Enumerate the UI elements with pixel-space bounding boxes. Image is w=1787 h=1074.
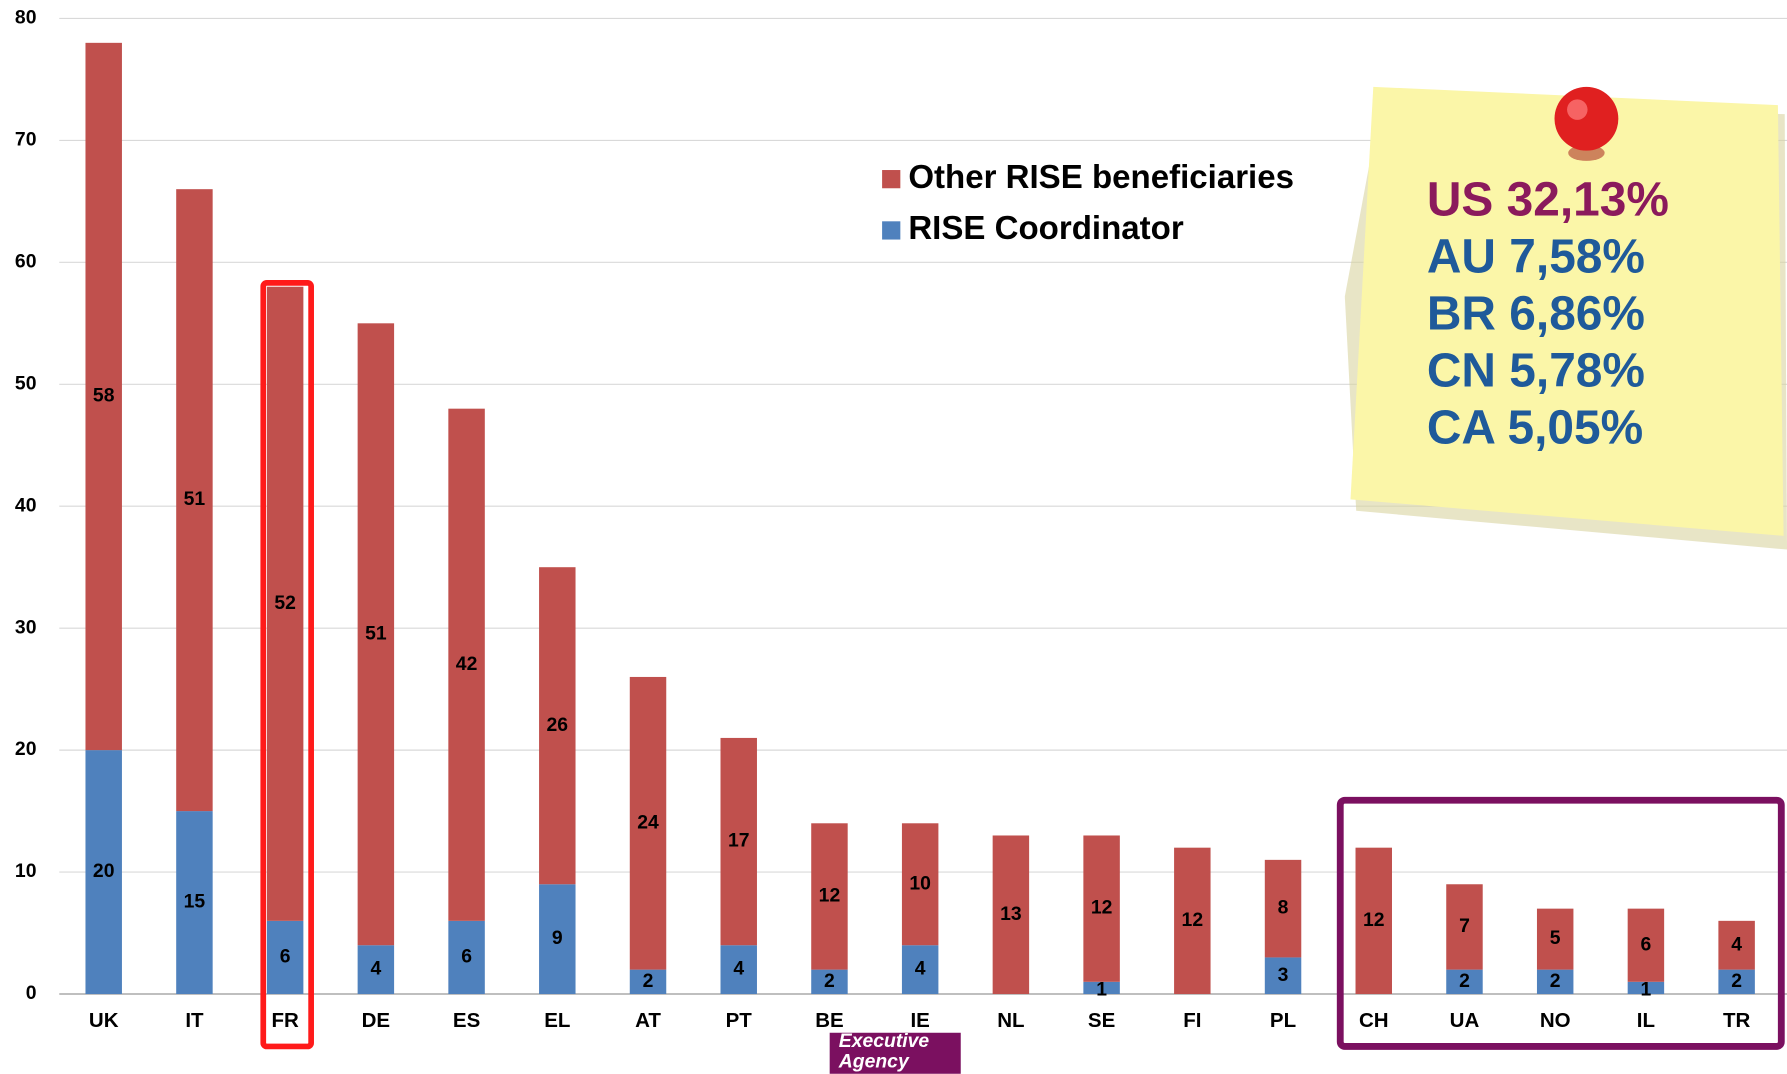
data-label: 42: [456, 653, 478, 675]
data-label: 4: [915, 958, 926, 980]
data-label: 1: [1096, 979, 1107, 1001]
data-label: 6: [461, 946, 472, 968]
data-label: 12: [1363, 909, 1385, 931]
x-tick-label: NO: [1540, 1009, 1571, 1032]
data-label: 24: [637, 811, 659, 833]
x-tick-label: PT: [726, 1009, 753, 1032]
data-label: 2: [1459, 970, 1470, 992]
legend-swatch: [882, 221, 900, 239]
data-label: 4: [733, 958, 744, 980]
data-label: 17: [728, 830, 750, 852]
x-tick-label: BE: [815, 1009, 843, 1032]
data-label: 4: [370, 958, 381, 980]
x-tick-label: FR: [271, 1009, 299, 1032]
x-tick-label: IT: [185, 1009, 204, 1032]
data-label: 12: [1182, 909, 1204, 931]
data-label: 51: [184, 488, 206, 510]
annotations: US 32,13%AU 7,58%BR 6,86%CN 5,78%CA 5,05…: [1427, 174, 1669, 455]
y-tick-label: 40: [15, 494, 37, 516]
x-tick-label: IE: [910, 1009, 929, 1032]
legend: Other RISE beneficiaries RISE Coordinator: [882, 159, 1294, 247]
data-label: 12: [819, 885, 841, 907]
data-label: 58: [93, 385, 115, 407]
x-tick-label: NL: [997, 1009, 1024, 1032]
x-tick-label: CH: [1359, 1009, 1389, 1032]
y-tick-label: 80: [15, 7, 37, 29]
data-label: 3: [1278, 964, 1289, 986]
data-label: 13: [1000, 903, 1022, 925]
chart: 01020304050607080 UK2058IT1551FR652DE451…: [0, 0, 1787, 1074]
data-label: 8: [1278, 897, 1289, 919]
logo-text: Executive: [839, 1030, 930, 1052]
data-label: 52: [274, 592, 296, 614]
data-label: 51: [365, 622, 387, 644]
annotation: CA 5,05%: [1427, 402, 1643, 455]
data-label: 20: [93, 860, 115, 882]
data-label: 7: [1459, 915, 1470, 937]
data-label: 5: [1550, 927, 1561, 949]
annotation: BR 6,86%: [1427, 288, 1645, 341]
legend-label: Other RISE beneficiaries: [908, 159, 1294, 196]
data-label: 6: [280, 946, 291, 968]
data-label: 26: [547, 714, 569, 736]
data-label: 6: [1641, 933, 1652, 955]
y-tick-label: 30: [15, 616, 37, 638]
logo-text: Agency: [838, 1050, 910, 1072]
x-tick-label: DE: [362, 1009, 390, 1032]
data-label: 10: [909, 872, 931, 894]
x-tick-label: ES: [453, 1009, 480, 1032]
y-tick-label: 0: [26, 982, 37, 1004]
annotation: US 32,13%: [1427, 174, 1669, 227]
data-label: 9: [552, 927, 563, 949]
pin: [1555, 87, 1619, 151]
data-label: 1: [1641, 979, 1652, 1001]
y-tick-label: 20: [15, 738, 37, 760]
x-tick-label: IL: [1637, 1009, 1655, 1032]
annotation: AU 7,58%: [1427, 231, 1645, 284]
pin-highlight: [1567, 99, 1588, 120]
annotation: CN 5,78%: [1427, 345, 1645, 398]
x-tick-label: FI: [1183, 1009, 1201, 1032]
legend-label: RISE Coordinator: [908, 210, 1184, 247]
legend-swatch: [882, 170, 900, 188]
y-tick-label: 50: [15, 372, 37, 394]
data-label: 4: [1731, 933, 1742, 955]
data-label: 2: [1731, 970, 1742, 992]
data-label: 15: [184, 891, 206, 913]
x-tick-label: PL: [1270, 1009, 1296, 1032]
data-label: 2: [824, 970, 835, 992]
data-label: 2: [643, 970, 654, 992]
y-tick-label: 10: [15, 860, 37, 882]
data-label: 2: [1550, 970, 1561, 992]
y-tick-label: 70: [15, 129, 37, 151]
y-tick-label: 60: [15, 250, 37, 272]
x-tick-label: EL: [544, 1009, 570, 1032]
data-label: 12: [1091, 897, 1113, 919]
x-tick-label: SE: [1088, 1009, 1115, 1032]
x-tick-label: UK: [89, 1009, 119, 1032]
x-tick-label: AT: [635, 1009, 661, 1032]
x-tick-label: TR: [1723, 1009, 1751, 1032]
x-tick-label: UA: [1450, 1009, 1480, 1032]
